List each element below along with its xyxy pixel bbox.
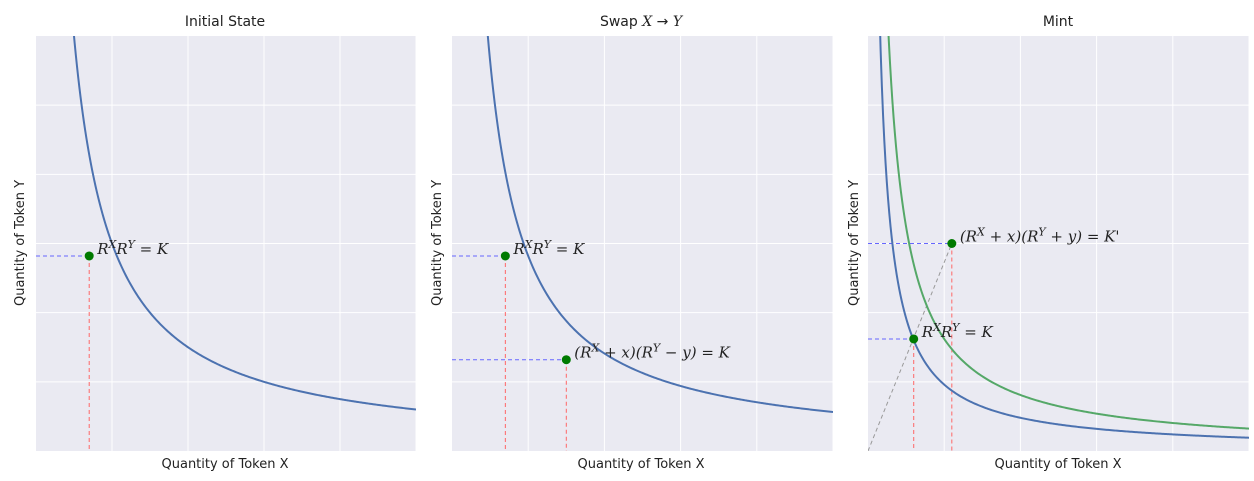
- series-curve: [73, 36, 416, 411]
- plot-content: [452, 36, 833, 451]
- point-label: (RX + x)(RY − y) = K: [574, 341, 730, 362]
- x-axis-label: Quantity of Token X: [995, 457, 1122, 472]
- series-curve: [887, 36, 1249, 430]
- point-label: (RX + x)(RY + y) = K': [960, 225, 1120, 246]
- plot-content: [868, 36, 1249, 451]
- series-curve: [879, 36, 1249, 439]
- plot-content: [36, 36, 416, 451]
- panel-title: Swap X → Y: [600, 14, 684, 30]
- data-point: [500, 251, 510, 261]
- data-point: [84, 251, 94, 261]
- panel-initial-state: Initial State Quantity of Token X Quanti…: [13, 14, 416, 472]
- panel-title: Initial State: [185, 14, 265, 30]
- x-axis-label: Quantity of Token X: [578, 457, 705, 472]
- y-axis-label: Quantity of Token Y: [13, 180, 28, 306]
- data-point: [947, 239, 957, 248]
- panel-mint: Mint Quantity of Token X Quantity of Tok…: [847, 14, 1249, 472]
- y-axis-label: Quantity of Token Y: [847, 180, 862, 306]
- data-point: [561, 355, 571, 365]
- point-label: RXRY = K: [96, 237, 169, 258]
- x-axis-label: Quantity of Token X: [162, 457, 289, 472]
- panel-title: Mint: [1043, 14, 1074, 30]
- point-label: RXRY = K: [512, 237, 585, 258]
- series-curve: [486, 36, 833, 413]
- y-axis-label: Quantity of Token Y: [430, 180, 445, 306]
- diagonal-guide: [868, 243, 953, 451]
- data-point: [909, 334, 919, 344]
- panel-swap: Swap X → Y Quantity of Token X Quantity …: [430, 14, 833, 472]
- point-label: RXRY = K: [921, 320, 994, 341]
